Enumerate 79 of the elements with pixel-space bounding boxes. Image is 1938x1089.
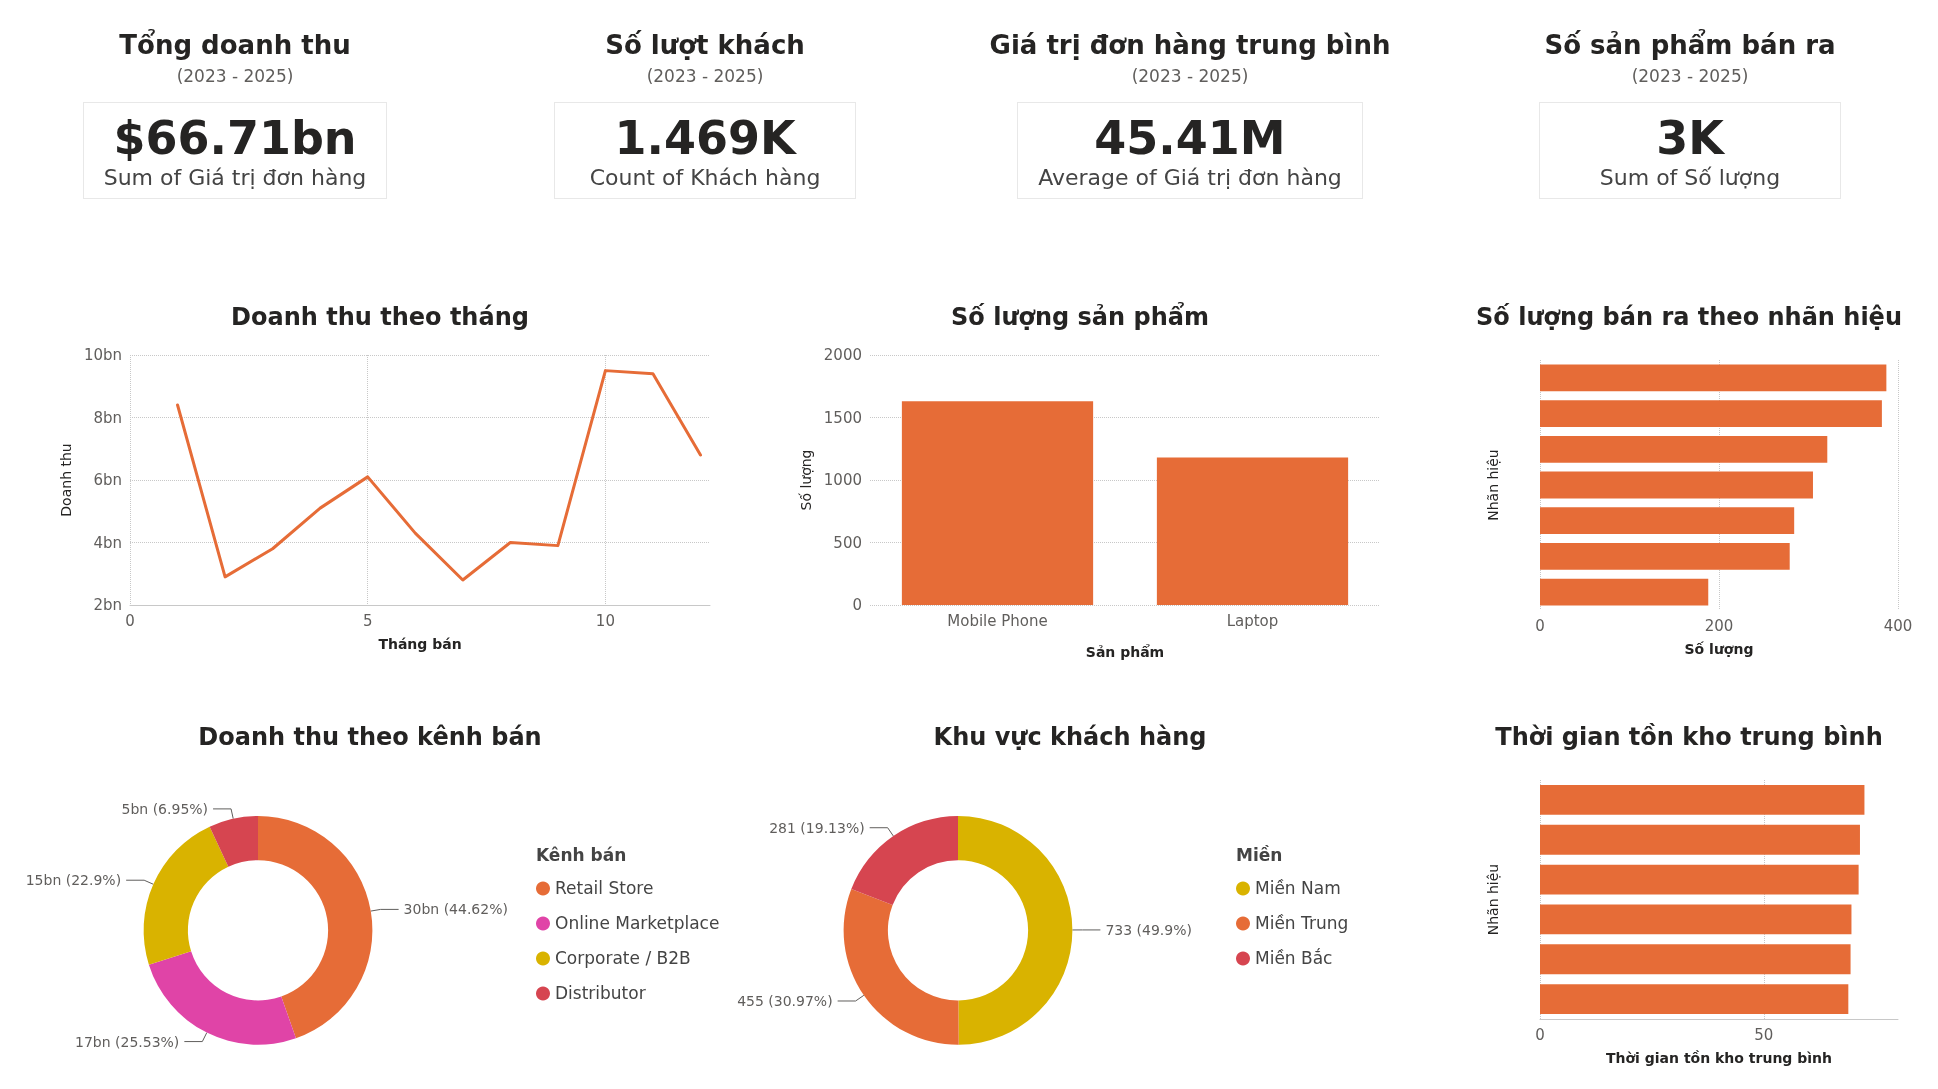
bar [1540,471,1813,499]
text: Số lượt khách [604,30,806,60]
y-tick-label: 1500 [823,408,862,427]
text: 3K [1655,111,1726,165]
bar [1540,543,1790,570]
y-tick-label: 1000 [823,471,862,489]
legend-label: Corporate / B2B [555,948,691,969]
y-tick-label: 6bn [93,471,122,489]
bar [1540,784,1865,815]
text: Giá trị đơn hàng trung bình [988,30,1392,60]
y-tick-label: 0 [852,596,862,614]
text: (2023 - 2025) [175,66,295,86]
x-tick-label: 0 [125,611,135,630]
bar [1540,364,1887,392]
bar [1540,864,1859,895]
legend-title: Miền [1236,845,1283,866]
chart-title: Khu vực khách hàng [933,723,1207,751]
x-axis-title: Số lượng [1684,641,1754,657]
x-tick-label: 0 [1535,616,1545,635]
legend-label: Online Marketplace [555,913,720,934]
y-tick-label: 2bn [93,596,122,614]
data-label: 733 (49.9%) [1105,921,1192,938]
text: Số sản phẩm bán ra [1543,30,1837,60]
legend-label: Retail Store [555,878,654,899]
x-tick-label: 200 [1704,616,1734,635]
chart-title: Số lượng bán ra theo nhãn hiệu [1476,303,1902,331]
y-axis-title: Nhãn hiệu [1485,449,1501,521]
y-tick-label: 8bn [93,408,122,427]
y-axis-title: Nhãn hiệu [1485,863,1501,936]
y-axis-title: Doanh thu [57,443,74,517]
text: Tổng doanh thu [118,30,352,60]
x-tick-label: Mobile Phone [947,611,1048,630]
text: Count of Khách hàng [588,165,822,190]
bar [1540,824,1860,855]
text: (2023 - 2025) [1130,66,1250,86]
bar [1540,435,1828,463]
x-tick-label: Laptop [1226,611,1279,630]
x-axis-title: Thời gian tồn kho trung bình [1605,1050,1833,1066]
y-tick-label: 10bn [83,346,122,364]
legend-label: Distributor [555,983,646,1004]
text: Sum of Số lượng [1598,165,1782,190]
legend-label: Miền Trung [1255,913,1349,934]
bar [1540,904,1852,935]
data-label: 15bn (22.9%) [25,872,122,889]
chart-title: Số lượng sản phẩm [951,301,1209,331]
legend-label: Miền Bắc [1255,948,1333,969]
y-axis-title: Số lượng [797,449,814,511]
chart-title: Doanh thu theo kênh bán [198,723,542,751]
legend-label: Miền Nam [1255,878,1341,899]
text: (2023 - 2025) [645,66,765,86]
bar [1540,507,1795,535]
data-label: 281 (19.13%) [769,819,865,836]
x-tick-label: 5 [362,611,373,630]
x-tick-label: 50 [1754,1025,1774,1044]
text: Average of Giá trị đơn hàng [1038,165,1342,190]
x-tick-label: 10 [595,611,615,630]
chart-title: Doanh thu theo tháng [231,303,529,331]
bar [1540,400,1882,427]
x-tick-label: 400 [1883,616,1913,635]
text: 1.469K [613,111,798,165]
bar [1540,578,1709,606]
data-label: 455 (30.97%) [737,992,833,1009]
x-axis-title: Sản phẩm [1085,644,1165,660]
y-tick-label: 500 [833,533,862,552]
line-series [176,369,702,582]
text: $66.71bn [112,111,358,165]
y-tick-label: 2000 [823,346,862,364]
text: Sum of Giá trị đơn hàng [103,165,367,190]
data-label: 17bn (25.53%) [74,1033,180,1050]
data-label: 5bn (6.95%) [121,800,209,817]
text: 45.41M [1093,111,1287,165]
bar [1540,944,1851,975]
text: (2023 - 2025) [1630,66,1750,86]
y-tick-label: 4bn [93,533,122,552]
data-label: 30bn (44.62%) [403,901,508,918]
bar [1540,984,1849,1015]
legend-title: Kênh bán [536,845,627,866]
x-axis-title: Tháng bán [378,636,462,652]
chart-title: Thời gian tồn kho trung bình [1495,723,1883,751]
